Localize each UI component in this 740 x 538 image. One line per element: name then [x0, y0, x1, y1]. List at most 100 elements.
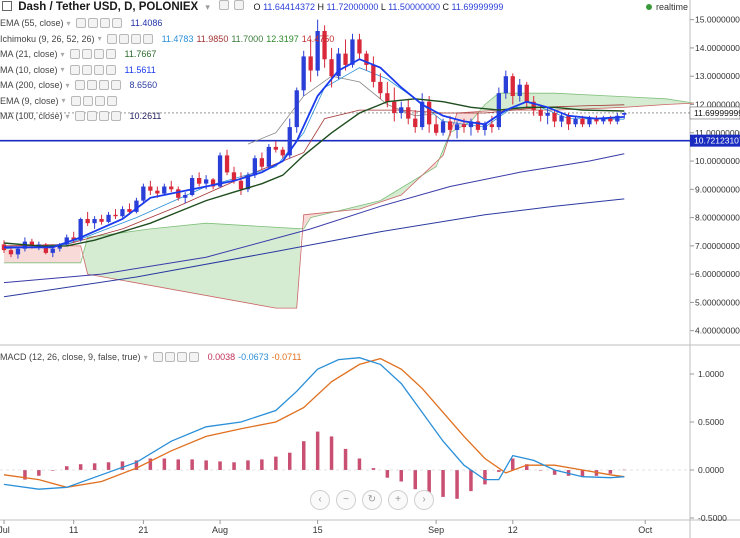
add-icon[interactable] [176, 352, 187, 362]
indicator-label[interactable]: Ichimoku (9, 26, 52, 26) [0, 33, 95, 44]
visibility-icon[interactable] [164, 352, 175, 362]
candle[interactable] [134, 197, 139, 214]
candle[interactable] [64, 234, 69, 246]
close-icon[interactable] [106, 95, 117, 106]
candle[interactable] [406, 98, 411, 125]
candle[interactable] [141, 183, 146, 204]
indicator-legend-row[interactable]: MA (10, close) ▾ 11.5611 [0, 63, 156, 77]
close-icon[interactable] [105, 49, 116, 59]
candle[interactable] [92, 216, 97, 229]
indicator-label[interactable]: EMA (9, close) [0, 95, 59, 106]
candle[interactable] [503, 70, 508, 99]
visibility-icon[interactable] [118, 33, 129, 44]
chevron-down-icon[interactable]: ▾ [60, 65, 65, 74]
candle[interactable] [113, 209, 118, 219]
chevron-down-icon[interactable]: ▾ [65, 111, 70, 121]
candle[interactable] [413, 110, 418, 133]
symbol-title[interactable]: Dash / Tether USD, D, POLONIEX [18, 1, 199, 13]
price-pane[interactable] [0, 19, 695, 309]
candle[interactable] [176, 186, 181, 201]
close-icon[interactable] [188, 352, 199, 362]
settings-icon[interactable] [69, 49, 80, 59]
candle[interactable] [15, 247, 21, 259]
chevron-down-icon[interactable]: ▾ [65, 80, 70, 90]
indicator-label[interactable]: MA (200, close) [0, 80, 63, 90]
candle[interactable] [385, 81, 390, 108]
candle[interactable] [427, 96, 432, 133]
indicator-legend-row[interactable]: MA (100, close) ▾ 10.2611 [0, 109, 161, 123]
add-icon[interactable] [93, 49, 104, 59]
settings-icon[interactable] [74, 111, 85, 121]
settings-icon[interactable] [219, 0, 230, 10]
candle[interactable] [364, 50, 369, 71]
visibility-icon[interactable] [234, 0, 245, 10]
candle[interactable] [280, 146, 285, 159]
candle[interactable] [392, 87, 397, 122]
candle[interactable] [615, 112, 620, 125]
indicator-legend-row[interactable]: MA (200, close) ▾ 8.6560 [0, 78, 157, 92]
candle[interactable] [273, 141, 278, 153]
close-icon[interactable] [110, 111, 121, 121]
indicator-label[interactable]: MACD (12, 26, close, 9, false, true) [0, 352, 141, 362]
candle[interactable] [266, 144, 271, 169]
settings-icon[interactable] [152, 352, 163, 362]
candle[interactable] [43, 243, 48, 255]
candle[interactable] [447, 115, 453, 136]
candle[interactable] [148, 180, 153, 195]
add-icon[interactable] [98, 111, 109, 121]
candle[interactable] [552, 110, 557, 128]
candle[interactable] [217, 152, 223, 188]
candle[interactable] [329, 47, 334, 88]
chevron-down-icon[interactable]: ▾ [205, 2, 210, 12]
candle[interactable] [559, 112, 564, 128]
collapse-icon[interactable] [2, 1, 12, 11]
candle[interactable] [336, 47, 341, 80]
settings-icon[interactable] [106, 33, 117, 44]
chevron-down-icon[interactable]: ▾ [60, 49, 65, 59]
candle[interactable] [50, 247, 55, 258]
add-icon[interactable] [98, 80, 109, 90]
candle[interactable] [496, 87, 501, 130]
candle[interactable] [343, 39, 348, 71]
visibility-icon[interactable] [81, 49, 92, 59]
candle[interactable] [106, 211, 111, 224]
candle[interactable] [322, 25, 327, 68]
candle[interactable] [294, 87, 299, 133]
chevron-down-icon[interactable]: ▾ [97, 34, 102, 43]
candle[interactable] [517, 79, 522, 102]
visibility-icon[interactable] [87, 18, 98, 28]
candle[interactable] [468, 118, 474, 136]
add-icon[interactable] [99, 18, 110, 28]
indicator-legend-row[interactable]: EMA (9, close) ▾ [0, 94, 123, 108]
indicator-legend-row[interactable]: EMA (55, close) ▾ 11.4086 [0, 16, 162, 30]
candle[interactable] [315, 19, 320, 77]
candle[interactable] [440, 118, 446, 136]
candle[interactable] [120, 206, 125, 218]
candle[interactable] [510, 73, 515, 105]
zoom-in-icon[interactable]: + [388, 490, 408, 510]
scroll-left-icon[interactable]: ‹ [310, 490, 330, 510]
candle[interactable] [259, 152, 264, 170]
indicator-label[interactable]: MA (100, close) [0, 111, 63, 121]
add-icon[interactable] [94, 95, 105, 106]
visibility-icon[interactable] [82, 95, 93, 106]
candle[interactable] [197, 172, 202, 187]
close-icon[interactable] [105, 64, 116, 75]
indicator-label[interactable]: EMA (55, close) [0, 18, 64, 28]
candle[interactable] [454, 121, 460, 139]
settings-icon[interactable] [69, 64, 80, 75]
candle[interactable] [434, 115, 439, 136]
candle[interactable] [85, 211, 90, 227]
zoom-out-icon[interactable]: − [336, 490, 356, 510]
visibility-icon[interactable] [86, 80, 97, 90]
candle[interactable] [169, 180, 174, 193]
candle[interactable] [183, 192, 188, 204]
settings-icon[interactable] [74, 80, 85, 90]
scroll-right-icon[interactable]: › [414, 490, 434, 510]
candle[interactable] [357, 33, 362, 60]
candle[interactable] [71, 231, 76, 244]
candle[interactable] [190, 175, 195, 197]
add-icon[interactable] [93, 64, 104, 75]
candle[interactable] [238, 172, 244, 195]
